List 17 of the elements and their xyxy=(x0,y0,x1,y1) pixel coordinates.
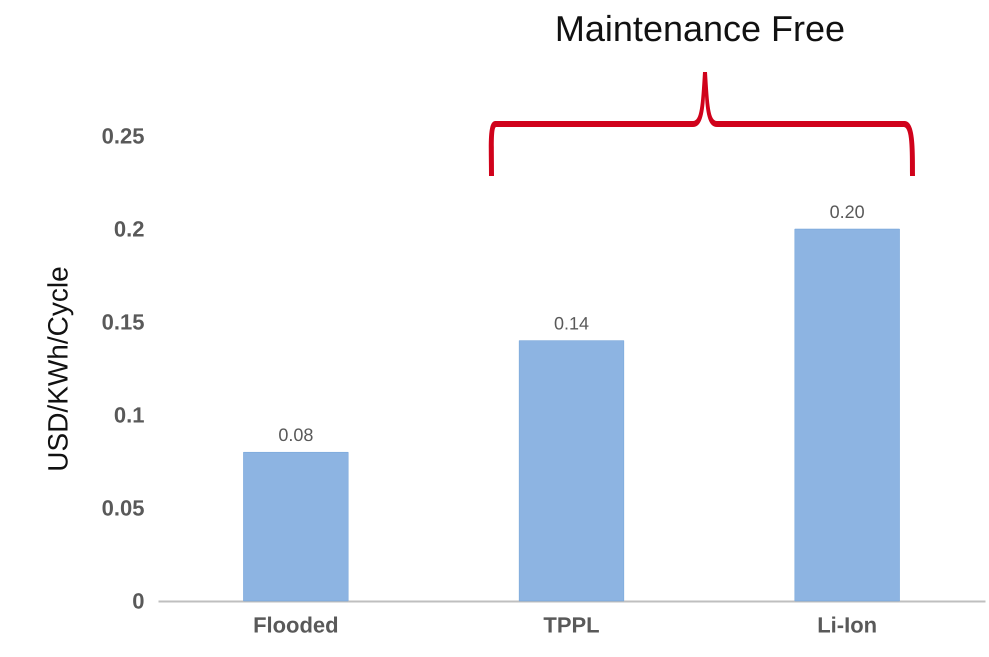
x-tick-label: Li-Ion xyxy=(817,612,878,638)
text: Maintenance Free xyxy=(554,8,846,50)
data-label: 0.20 xyxy=(830,202,865,222)
bar xyxy=(794,228,900,602)
y-tick-label: 0.1 xyxy=(114,402,144,428)
y-tick-label: 0.2 xyxy=(114,216,144,242)
y-tick-label: 0 xyxy=(132,588,144,614)
y-tick-label: 0.05 xyxy=(102,496,144,520)
y-tick-label: 0.15 xyxy=(102,310,144,334)
bar xyxy=(243,452,348,602)
data-label: 0.08 xyxy=(278,425,314,446)
x-tick-label: TPPL xyxy=(543,612,600,638)
bar xyxy=(518,340,624,602)
y-axis-title: USD/KWh/Cycle xyxy=(42,266,74,472)
y-tick-label: 0.25 xyxy=(102,124,144,148)
data-label: 0.14 xyxy=(554,314,590,334)
x-tick-label: Flooded xyxy=(253,612,339,638)
